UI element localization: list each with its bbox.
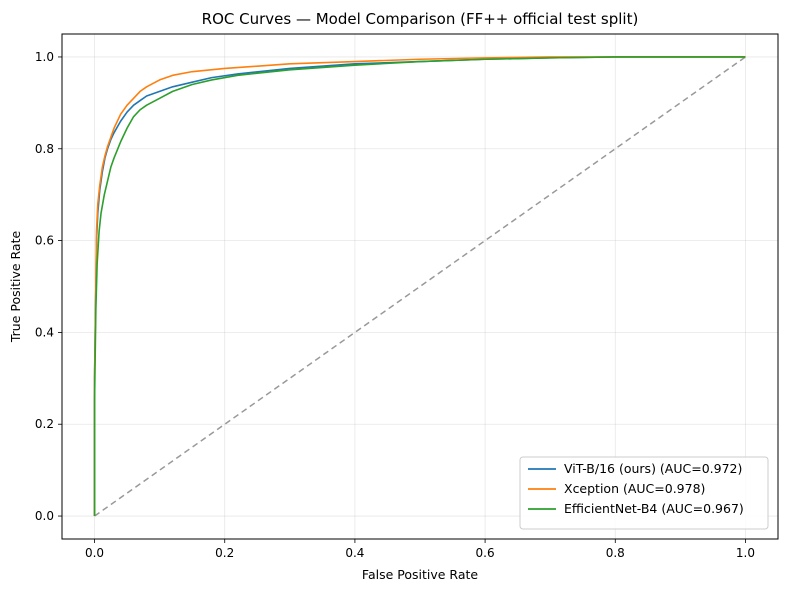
roc-series-line-0 xyxy=(93,56,746,517)
x-tick-label: 1.0 xyxy=(736,546,755,560)
legend: ViT-B/16 (ours) (AUC=0.972) Xception (AUC… xyxy=(519,456,769,530)
ticks: 0.0 0.2 0.4 0.6 0.8 1.0 0.0 0.2 0.4 0.6 0.8 1.0 xyxy=(35,50,755,560)
roc-series-line-1 xyxy=(93,56,746,517)
legend-entry: ViT-B/16 (ours) (AUC=0.972) xyxy=(564,461,742,476)
roc-series-line-2 xyxy=(93,56,746,517)
y-tick-label: 0.6 xyxy=(35,234,54,248)
x-tick-label: 0.6 xyxy=(476,546,495,560)
x-tick-label: 0.4 xyxy=(345,546,364,560)
x-tick-label: 0.8 xyxy=(606,546,625,560)
y-tick-label: 0.8 xyxy=(35,142,54,156)
legend-entry: EfficientNet-B4 (AUC=0.967) xyxy=(564,501,744,516)
x-tick-label: 0.2 xyxy=(215,546,234,560)
y-axis-label: True Positive Rate xyxy=(8,231,23,344)
grid xyxy=(62,34,778,539)
x-axis-label: False Positive Rate xyxy=(362,567,478,582)
legend-box xyxy=(519,456,769,530)
legend-entry: Xception (AUC=0.978) xyxy=(564,481,705,496)
plot-lines xyxy=(93,56,746,517)
y-tick-label: 0.0 xyxy=(35,509,54,523)
y-tick-label: 0.4 xyxy=(35,325,54,339)
chart-title: ROC Curves — Model Comparison (FF++ offi… xyxy=(202,10,639,28)
chance-diagonal-line xyxy=(94,56,746,517)
y-tick-label: 0.2 xyxy=(35,417,54,431)
y-tick-label: 1.0 xyxy=(35,50,54,64)
plot-frame xyxy=(61,33,779,540)
x-tick-label: 0.0 xyxy=(85,546,104,560)
